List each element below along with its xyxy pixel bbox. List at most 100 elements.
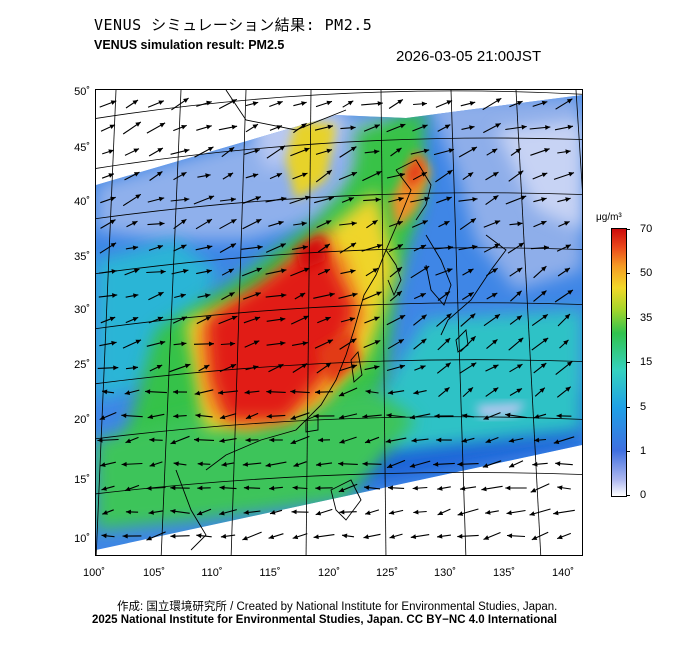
colorbar-tick: [626, 407, 630, 408]
wind-arrow-head: [534, 414, 540, 419]
wind-arrow-head: [349, 317, 355, 322]
wind-arrow-head: [135, 339, 141, 345]
lat-label-35: 35˚: [74, 251, 90, 263]
wind-arrow-head: [556, 413, 562, 419]
wind-arrow-head: [374, 340, 381, 345]
wind-arrow-head: [567, 290, 573, 295]
wind-arrow-head: [467, 268, 474, 274]
lon-label-125: 125˚: [375, 567, 399, 579]
wind-arrow-head: [517, 170, 524, 176]
wind-arrow-head: [99, 415, 106, 420]
wind-arrow-head: [230, 341, 236, 347]
wind-arrow-head: [338, 487, 345, 493]
wind-arrow-head: [530, 487, 537, 493]
wind-arrow-head: [492, 339, 498, 345]
wind-arrow-head: [492, 387, 499, 393]
wind-arrow-head: [444, 387, 450, 393]
wind-arrow-head: [469, 125, 475, 130]
wind-arrow-head: [448, 148, 454, 153]
wind-arrow-head: [324, 244, 330, 249]
wind-arrow-head: [566, 361, 573, 367]
wind-arrow-head: [112, 293, 118, 298]
wind-arrow-head: [269, 485, 275, 491]
wind-arrow-head: [230, 219, 237, 224]
wind-arrow-head: [564, 268, 570, 273]
wind-arrow-head: [326, 100, 332, 106]
wind-arrow-head: [303, 315, 309, 321]
wind-arrow-head: [565, 149, 571, 155]
colorbar-label-0: 0: [640, 489, 647, 501]
wind-arrow-head: [516, 388, 522, 394]
wind-arrow-head: [316, 462, 322, 467]
wind-arrow-head: [385, 438, 391, 444]
wind-arrow-head: [228, 147, 235, 153]
wind-arrow-head: [245, 437, 251, 443]
wind-arrow-head: [469, 101, 476, 106]
wind-arrow-head: [543, 245, 549, 251]
lat-label-15: 15˚: [74, 474, 90, 486]
wind-arrow-head: [444, 291, 450, 297]
wind-arrow-head: [557, 534, 563, 540]
wind-arrow-head: [411, 438, 417, 443]
wind-arrow-head: [521, 124, 527, 130]
wind-arrow-head: [157, 148, 163, 153]
wind-arrow-head: [145, 389, 151, 395]
wind-arrow-head: [409, 463, 416, 468]
wind-arrow-head: [326, 148, 332, 154]
wind-arrow-head: [492, 172, 499, 177]
wind-arrow-head: [255, 196, 261, 201]
wind-arrow-head: [132, 365, 138, 371]
wind-arrow-head: [156, 171, 163, 177]
colorbar-tick: [626, 318, 630, 319]
wind-arrow-head: [230, 243, 236, 249]
wind-arrow-head: [157, 245, 163, 250]
wind-arrow-head: [545, 125, 551, 130]
wind-arrow-head: [276, 125, 282, 130]
wind-arrow-head: [541, 266, 547, 272]
wind-arrow-head: [494, 314, 500, 320]
wind-arrow-head: [325, 316, 331, 322]
wind-arrow-head: [242, 462, 248, 467]
wind-arrow-head: [396, 267, 402, 273]
wind-arrow-head: [421, 314, 427, 320]
wind-arrow-head: [420, 365, 426, 370]
wind-arrow-head: [485, 510, 491, 515]
wind-arrow-head: [184, 148, 190, 154]
wind-arrow-head: [532, 461, 538, 467]
wind-arrow-head: [541, 197, 547, 202]
license-line: 2025 National Institute for Environmenta…: [92, 614, 557, 626]
wind-arrow-head: [420, 293, 426, 298]
wind-arrow-head: [149, 437, 155, 443]
wind-arrow-head: [327, 339, 333, 344]
wind-arrow-head: [301, 221, 307, 227]
wind-arrow-head: [277, 101, 283, 106]
wind-arrow-head: [472, 244, 478, 250]
wind-arrow-head: [132, 100, 138, 105]
wind-arrow-head: [124, 390, 131, 395]
wind-arrow-head: [553, 439, 560, 444]
wind-arrow-head: [266, 389, 272, 395]
wind-arrow-head: [315, 485, 321, 491]
wind-arrow-head: [507, 533, 513, 539]
wind-arrow-head: [374, 149, 380, 155]
wind-arrow-head: [326, 170, 332, 175]
wind-arrow-head: [220, 533, 227, 539]
wind-arrow-head: [424, 196, 430, 202]
wind-arrow-head: [255, 292, 261, 297]
wind-arrow-head: [338, 461, 344, 467]
wind-arrow-head: [206, 100, 212, 106]
wind-arrow-head: [492, 268, 498, 273]
wind-arrow-head: [278, 364, 284, 369]
wind-arrow-head: [125, 509, 131, 515]
wind-arrow-head: [363, 534, 369, 540]
wind-arrow-head: [517, 101, 523, 106]
wind-arrow-head: [122, 533, 128, 539]
wind-arrow-head: [565, 244, 571, 249]
wind-arrow-head: [397, 221, 403, 226]
wind-arrow-head: [158, 292, 164, 297]
wind-arrow-head: [244, 389, 250, 395]
wind-arrow-head: [101, 533, 107, 539]
wind-arrow-head: [101, 486, 107, 491]
pm25-map: [95, 89, 583, 556]
wind-arrow-head: [491, 293, 498, 298]
